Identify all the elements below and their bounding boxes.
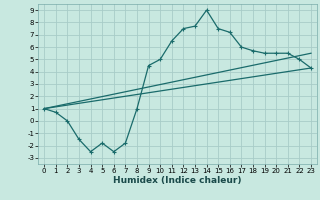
X-axis label: Humidex (Indice chaleur): Humidex (Indice chaleur) — [113, 176, 242, 185]
